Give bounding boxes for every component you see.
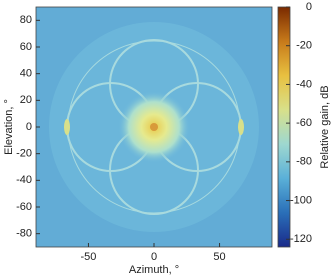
colorbar-tick-label: -100 [290, 194, 312, 206]
colorbar-tick-label: -20 [296, 40, 312, 52]
x-tick-label: 50 [213, 251, 225, 263]
y-tick-label: -60 [16, 201, 32, 213]
colorbar-tick-label: -60 [296, 117, 312, 129]
y-tick-label: 40 [20, 68, 32, 80]
y-tick-label: -80 [16, 228, 32, 240]
colorbar-tick-label: 0 [306, 1, 312, 13]
colorbar-tick-label: -120 [290, 233, 312, 245]
colorbar-tick-label: -80 [296, 156, 312, 168]
y-tick-label: 80 [20, 14, 32, 26]
y-axis-label: Elevation, ° [3, 99, 15, 155]
y-tick-label: 60 [20, 41, 32, 53]
colorbar-tick-label: -40 [296, 78, 312, 90]
y-tick-label: -20 [16, 148, 32, 160]
y-tick-label: 20 [20, 94, 32, 106]
colorbar [277, 6, 291, 248]
y-tick-label: -40 [16, 174, 32, 186]
x-tick-label: -50 [80, 251, 96, 263]
colorbar-label: Relative gain, dB [319, 85, 331, 168]
y-tick-label: 0 [26, 121, 32, 133]
heatmap [36, 7, 272, 247]
x-tick-label: 0 [151, 251, 157, 263]
x-axis-label: Azimuth, ° [129, 264, 179, 276]
